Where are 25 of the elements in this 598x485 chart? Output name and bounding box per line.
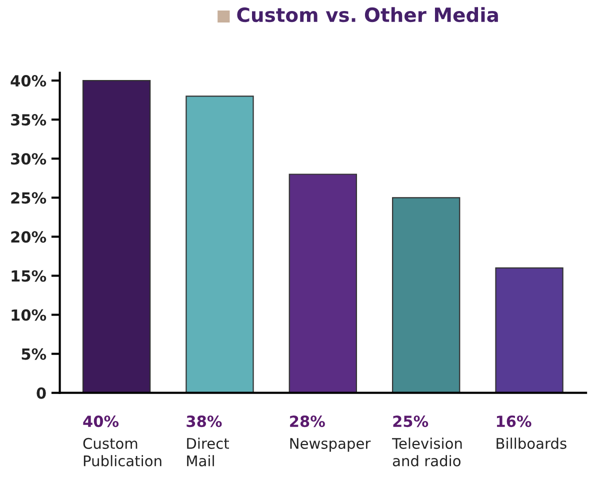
x-tick-label: Direct Mail xyxy=(187,438,229,466)
bar xyxy=(82,80,151,393)
y-tick-label: 35% xyxy=(11,114,46,126)
data-label: 25% xyxy=(393,416,428,428)
data-label: 40% xyxy=(83,416,119,428)
data-label: 28% xyxy=(290,416,325,428)
y-tick-label: 0 xyxy=(36,387,46,399)
bar xyxy=(392,197,460,393)
y-tick-label: 30% xyxy=(11,153,46,165)
x-tick-label: Television and radio xyxy=(392,438,462,466)
x-tick-label: Billboards xyxy=(496,438,566,449)
bar xyxy=(288,174,358,393)
y-tick-label: 25% xyxy=(11,192,46,204)
y-tick-label: 10% xyxy=(12,309,46,321)
bar xyxy=(495,267,564,393)
y-tick-label: 15% xyxy=(12,270,46,282)
data-label: 16% xyxy=(496,416,532,428)
x-tick-label: Newspaper xyxy=(290,438,371,452)
y-tick-label: 5% xyxy=(22,348,46,360)
y-tick-label: 40% xyxy=(10,75,46,87)
x-tick-label: Custom Publication xyxy=(83,438,162,466)
y-tick-label: 20% xyxy=(11,231,46,243)
bar xyxy=(186,96,254,393)
data-label: 38% xyxy=(186,416,222,428)
chart-title: Custom vs. Other Media xyxy=(237,7,498,22)
